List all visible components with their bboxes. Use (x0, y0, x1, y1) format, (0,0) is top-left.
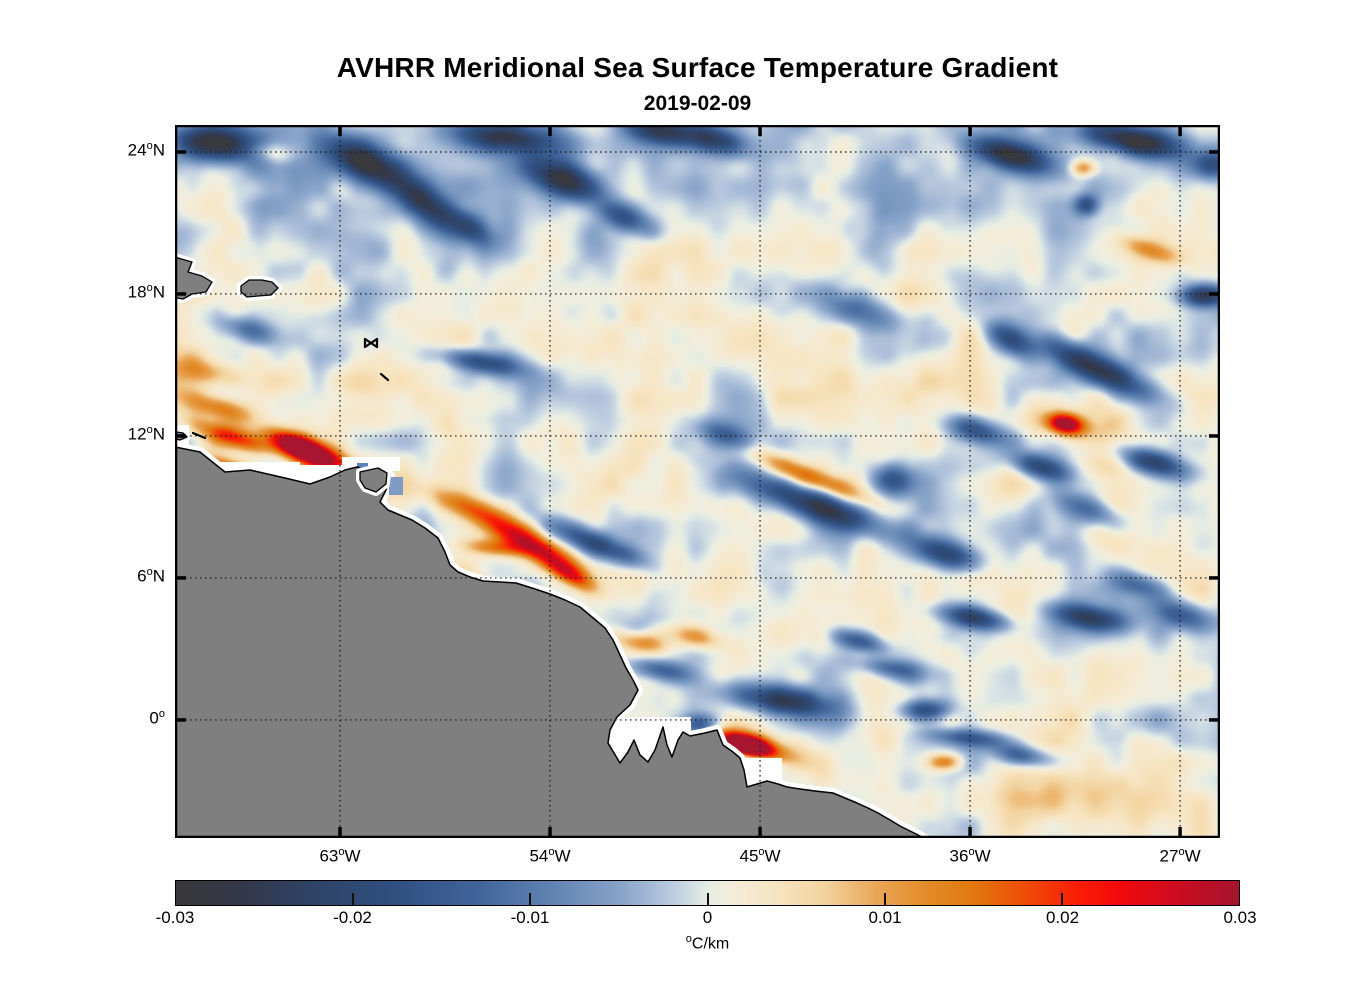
map-overlay (175, 125, 1220, 838)
colorbar-tick (529, 893, 532, 905)
y-tick-label-18n: 18oN (127, 281, 165, 302)
colorbar-label: -0.02 (333, 908, 372, 927)
colorbar-label: -0.01 (510, 908, 550, 927)
map-plot (175, 125, 1220, 838)
colorbar-label: 0.02 (1045, 908, 1080, 927)
colorbar-tick (1060, 893, 1063, 905)
colorbar-label: 0.03 (1223, 908, 1257, 927)
colorbar-unit-label: oC/km (685, 933, 730, 953)
colorbar-tick (706, 893, 709, 905)
colorbar-label: -0.03 (155, 908, 195, 927)
x-tick-label-27w: 27oW (1159, 846, 1201, 866)
colorbar-label: 0.01 (868, 908, 902, 927)
x-tick-label-36w: 36oW (949, 846, 991, 866)
y-tick-label-6n: 6oN (137, 565, 165, 586)
chart-title: AVHRR Meridional Sea Surface Temperature… (336, 52, 1059, 83)
colorbar-tick (352, 893, 355, 905)
x-tick-label-63w: 63oW (319, 846, 361, 866)
x-tick-label-54w: 54oW (529, 846, 571, 866)
colorbar-tick (883, 893, 886, 905)
y-tick-label-12n: 12oN (127, 423, 165, 444)
chart-subtitle: 2019-02-09 (643, 92, 752, 115)
colorbar (175, 880, 1240, 906)
y-tick-label-0: 0o (149, 707, 165, 728)
x-tick-label-45w: 45oW (739, 846, 781, 866)
colorbar-label: 0 (702, 908, 713, 927)
y-tick-label-24n: 24oN (127, 139, 165, 160)
